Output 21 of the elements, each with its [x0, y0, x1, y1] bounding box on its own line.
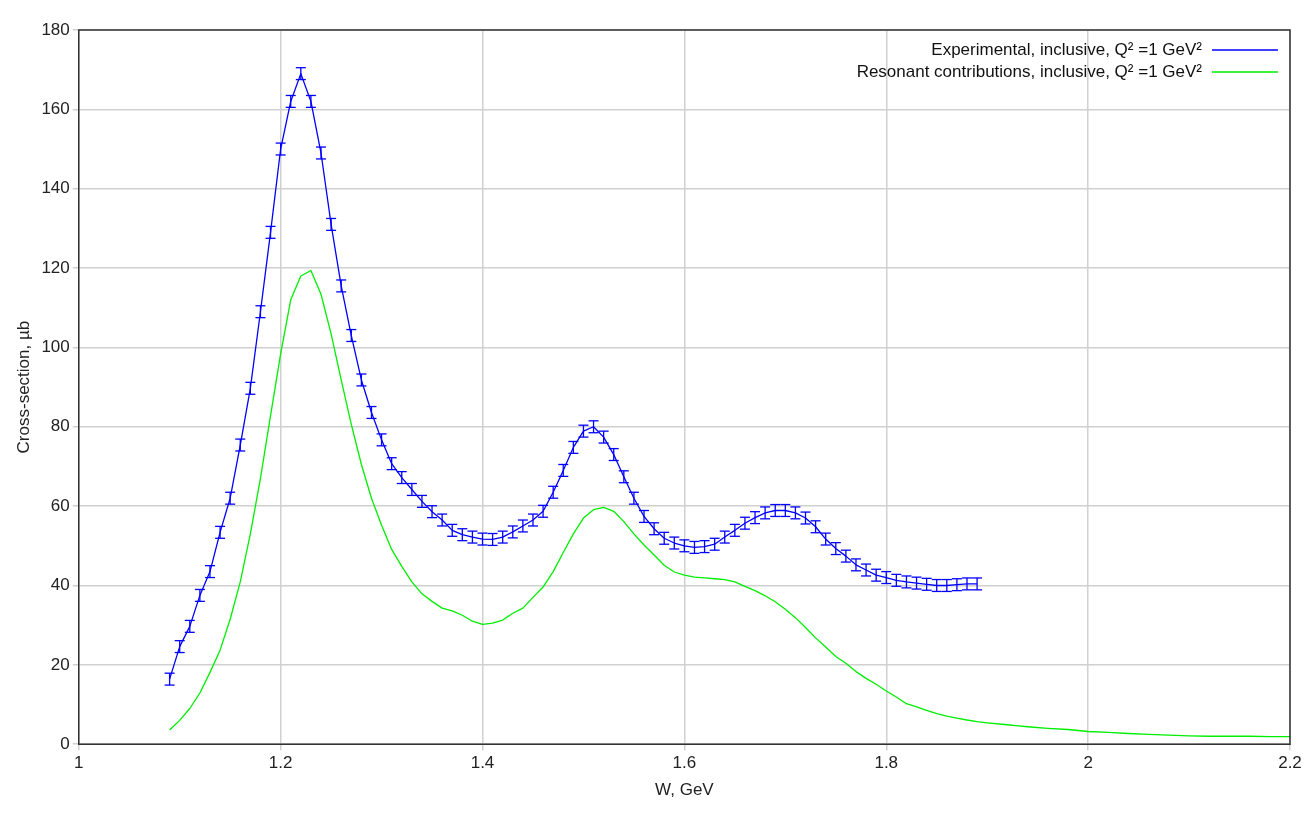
y-axis-title: Cross-section, µb	[13, 320, 33, 454]
x-tick-label: 1.2	[268, 753, 293, 773]
x-axis-title: W, GeV	[655, 780, 715, 800]
y-tick-label: 40	[50, 575, 70, 595]
y-tick-label: 80	[50, 416, 70, 436]
x-tick-label: 1.6	[672, 753, 697, 773]
x-tick-label: 1	[74, 753, 84, 773]
x-tick-label: 1.8	[874, 753, 899, 773]
y-tick-label: 140	[41, 178, 70, 198]
y-tick-label: 20	[50, 654, 70, 674]
x-tick-label: 1.4	[470, 753, 495, 773]
y-tick-label: 160	[41, 99, 70, 119]
y-tick-label: 180	[41, 19, 70, 39]
y-tick-label: 0	[60, 733, 70, 753]
legend-label: Resonant contributions, inclusive, Q² =1 GeV²	[856, 61, 1203, 81]
legend-label: Experimental, inclusive, Q² =1 GeV²	[931, 39, 1203, 59]
x-tick-label: 2	[1083, 753, 1093, 773]
y-tick-label: 60	[50, 495, 70, 515]
y-tick-label: 120	[41, 257, 70, 277]
y-tick-label: 100	[41, 337, 70, 357]
x-tick-label: 2.2	[1278, 753, 1302, 773]
